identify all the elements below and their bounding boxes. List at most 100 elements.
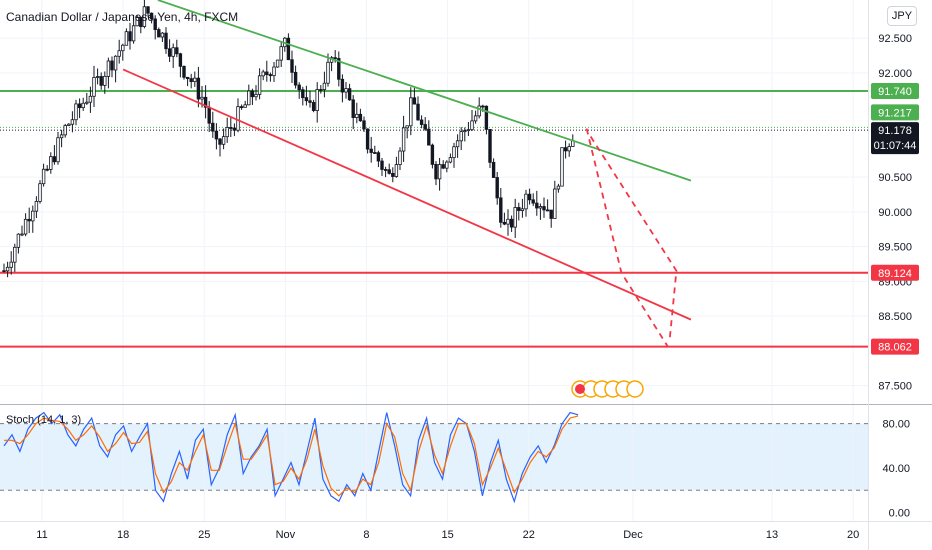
price-tag	[871, 264, 919, 281]
candle-body	[517, 207, 521, 211]
candle-body	[110, 60, 114, 71]
event-flag-icon	[626, 380, 644, 398]
candle-body	[34, 201, 39, 212]
stoch-k-line	[3, 411, 579, 504]
candle-body	[49, 156, 53, 170]
price-tag	[871, 338, 919, 355]
candle-body	[113, 55, 118, 71]
price-tick-label: 87.500	[878, 381, 912, 393]
candle-body	[99, 76, 103, 86]
candle-body	[56, 137, 60, 163]
price-tag	[871, 104, 919, 121]
candle-body	[293, 71, 298, 86]
candle-body	[139, 16, 143, 27]
candle-body	[567, 146, 571, 152]
candle-body	[506, 218, 510, 225]
candle-body	[218, 138, 222, 145]
candle-body	[196, 77, 201, 100]
candle-body	[509, 218, 514, 228]
candle-body	[437, 164, 442, 180]
time-tick-label: 8	[363, 529, 369, 541]
green-trendline	[157, 0, 692, 182]
candle-body	[427, 128, 431, 146]
candle-body	[221, 136, 226, 145]
candle-body	[52, 156, 57, 163]
candle-body	[286, 37, 291, 61]
price-tick-label: 90.500	[878, 172, 912, 184]
candle-body	[157, 29, 161, 38]
candle-body	[250, 90, 255, 98]
candle-body	[31, 210, 35, 222]
time-tick-label: 18	[117, 529, 129, 541]
candle-body	[171, 47, 175, 57]
candle-body	[560, 147, 564, 187]
candle-body	[38, 183, 42, 202]
candle-body	[470, 120, 474, 131]
candle-body	[41, 168, 46, 185]
price-tag	[871, 83, 919, 100]
candle-body	[268, 74, 273, 77]
candle-body	[178, 53, 183, 67]
candle-body	[200, 96, 204, 100]
candle-body	[88, 95, 93, 103]
candle-body	[466, 129, 471, 132]
candle-body	[495, 177, 499, 199]
candle-body	[117, 50, 121, 57]
candle-body	[337, 58, 341, 80]
candle-body	[430, 144, 435, 165]
candle-body	[63, 125, 67, 136]
candle-body	[491, 161, 496, 178]
candle-body	[556, 185, 561, 190]
candle-body	[193, 77, 197, 83]
candle-body	[9, 261, 13, 268]
candle-body	[373, 152, 377, 154]
candle-body	[272, 66, 276, 77]
candle-body	[463, 130, 467, 133]
candle-body	[535, 202, 539, 209]
candle-body	[27, 218, 31, 222]
stoch-tick-label: 80.00	[882, 419, 910, 431]
candle-body	[459, 131, 463, 142]
candle-body	[538, 206, 543, 209]
candle-body	[355, 113, 359, 118]
candle-body	[164, 32, 168, 50]
candle-body	[135, 16, 139, 27]
candle-body	[146, 6, 150, 14]
candle-body	[405, 125, 409, 129]
candle-body	[488, 128, 492, 163]
candle-body	[542, 206, 546, 211]
candle-body	[347, 88, 352, 101]
candle-body	[502, 221, 507, 225]
candle-body	[383, 169, 388, 171]
candle-body	[394, 164, 399, 177]
time-tick-label: Nov	[276, 529, 296, 541]
price-tag-label: 89.124	[878, 268, 912, 280]
currency-button[interactable]: JPY	[887, 6, 917, 26]
candle-body	[365, 128, 370, 150]
candle-body	[16, 233, 21, 248]
candle-body	[308, 100, 312, 103]
candle-body	[203, 96, 208, 108]
candle-body	[236, 106, 240, 131]
price-tag-label: 88.062	[878, 342, 912, 354]
candle-body	[95, 76, 100, 78]
stoch-tick-label: 40.00	[882, 463, 910, 475]
candle-body	[445, 161, 449, 169]
candle-body	[369, 148, 373, 153]
candle-body	[239, 106, 244, 109]
candle-body	[398, 150, 402, 165]
candle-body	[549, 209, 553, 219]
candle-body	[106, 60, 111, 77]
projection-path	[585, 128, 669, 348]
candle-body	[513, 207, 517, 228]
chart-title: Canadian Dollar / Japanese Yen, 4h, FXCM	[6, 10, 239, 24]
candle-body	[279, 46, 283, 61]
candle-body	[358, 113, 363, 122]
candle-body	[326, 61, 330, 84]
candle-body	[448, 157, 453, 163]
candle-body	[92, 77, 96, 97]
price-tick-label: 90.000	[878, 207, 912, 219]
candle-body	[153, 18, 157, 30]
candle-body	[67, 123, 71, 126]
